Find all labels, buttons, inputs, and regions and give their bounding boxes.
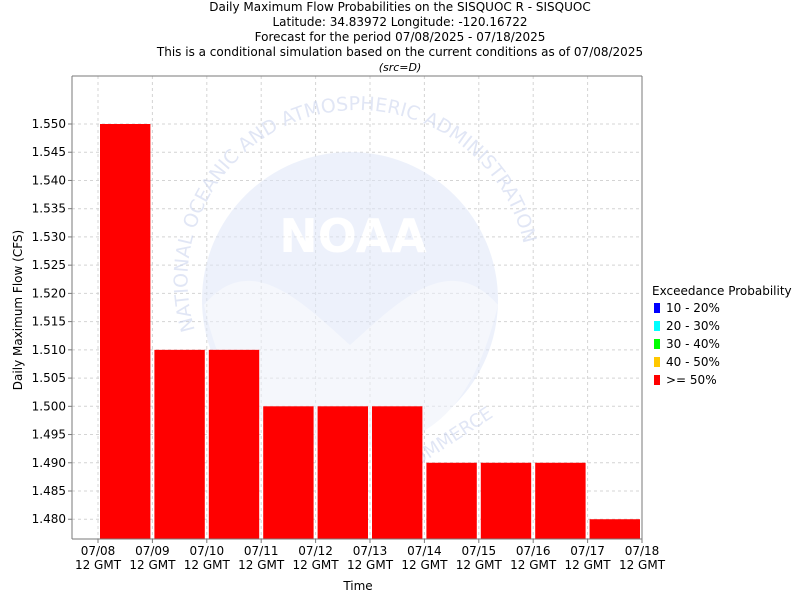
bar	[100, 123, 151, 540]
bars	[100, 123, 640, 540]
y-tick-label: 1.530	[32, 230, 66, 244]
legend-swatch	[654, 321, 660, 331]
bar	[208, 349, 260, 539]
legend-swatch	[654, 375, 660, 385]
legend-item: 40 - 50%	[652, 353, 792, 371]
chart-subtitle-location: Latitude: 34.83972 Longitude: -120.16722	[272, 15, 528, 29]
bar	[426, 462, 477, 539]
chart-source-note: (src=D)	[378, 61, 422, 74]
y-axis-label: Daily Maximum Flow (CFS)	[11, 230, 25, 390]
x-tick-time: 12 GMT	[75, 558, 122, 572]
legend-swatch	[654, 339, 660, 349]
x-tick-time: 12 GMT	[129, 558, 176, 572]
y-tick-label: 1.480	[32, 512, 66, 526]
bar	[263, 406, 314, 539]
y-tick-label: 1.510	[32, 343, 66, 357]
legend-swatch	[654, 357, 660, 367]
bar	[535, 462, 586, 539]
x-tick-time: 12 GMT	[293, 558, 340, 572]
legend-item-label: 20 - 30%	[666, 319, 720, 333]
x-tick-time: 12 GMT	[184, 558, 231, 572]
x-tick-date: 07/16	[516, 544, 551, 558]
chart-title: Daily Maximum Flow Probabilities on the …	[209, 0, 591, 14]
y-axis-ticks: 1.480 1.485 1.490 1.495 1.500 1.505 1.510 1.515…	[32, 117, 72, 526]
x-tick-date: 07/09	[135, 544, 170, 558]
y-tick-label: 1.535	[32, 202, 66, 216]
x-tick-time: 12 GMT	[347, 558, 394, 572]
x-tick-time: 12 GMT	[510, 558, 557, 572]
legend-item: 10 - 20%	[652, 299, 792, 317]
bar	[589, 519, 640, 539]
x-tick-time: 12 GMT	[565, 558, 612, 572]
bar	[372, 406, 423, 539]
y-tick-label: 1.550	[32, 117, 66, 131]
y-tick-label: 1.525	[32, 258, 66, 272]
legend-item: 20 - 30%	[652, 317, 792, 335]
x-tick-date: 07/10	[190, 544, 225, 558]
legend-items: 10 - 20% 20 - 30% 30 - 40% 40 - 50% >= 50%	[652, 299, 792, 389]
y-tick-label: 1.520	[32, 286, 66, 300]
x-tick-time: 12 GMT	[456, 558, 503, 572]
chart-subtitle-conditions: This is a conditional simulation based o…	[156, 45, 644, 59]
y-tick-label: 1.495	[32, 428, 66, 442]
bar	[154, 349, 205, 539]
legend-item: >= 50%	[652, 371, 792, 389]
x-tick-date: 07/18	[625, 544, 660, 558]
legend-item-label: 40 - 50%	[666, 355, 720, 369]
watermark-logo-text: NOAA	[279, 209, 427, 263]
legend-item: 30 - 40%	[652, 335, 792, 353]
chart-titles: Daily Maximum Flow Probabilities on the …	[0, 0, 800, 75]
chart-subtitle-period: Forecast for the period 07/08/2025 - 07/…	[254, 30, 546, 44]
x-tick-date: 07/08	[81, 544, 116, 558]
legend-title: Exceedance Probability	[652, 284, 792, 298]
y-tick-label: 1.540	[32, 173, 66, 187]
x-tick-date: 07/17	[570, 544, 605, 558]
legend-item-label: 10 - 20%	[666, 301, 720, 315]
y-tick-label: 1.500	[32, 399, 66, 413]
y-tick-label: 1.545	[32, 145, 66, 159]
legend-item-label: >= 50%	[666, 373, 717, 387]
bar	[317, 406, 368, 539]
legend-swatch	[654, 303, 660, 313]
y-tick-label: 1.490	[32, 456, 66, 470]
x-tick-date: 07/12	[298, 544, 333, 558]
y-tick-label: 1.515	[32, 315, 66, 329]
watermark-gull	[204, 280, 498, 448]
x-tick-time: 12 GMT	[238, 558, 285, 572]
x-tick-time: 12 GMT	[619, 558, 666, 572]
legend: Exceedance Probability 10 - 20% 20 - 30% 3…	[652, 284, 792, 389]
x-tick-date: 07/14	[407, 544, 442, 558]
x-tick-date: 07/15	[462, 544, 497, 558]
y-tick-label: 1.485	[32, 484, 66, 498]
x-tick-date: 07/13	[353, 544, 388, 558]
x-axis-label: Time	[342, 579, 372, 593]
x-tick-time: 12 GMT	[401, 558, 448, 572]
legend-item-label: 30 - 40%	[666, 337, 720, 351]
x-tick-date: 07/11	[244, 544, 279, 558]
axes	[71, 75, 643, 540]
bar	[480, 462, 532, 539]
y-tick-label: 1.505	[32, 371, 66, 385]
